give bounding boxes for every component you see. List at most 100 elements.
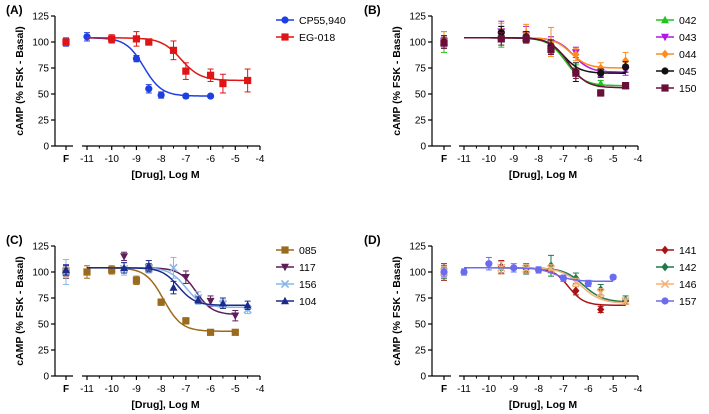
x-tick-label: -5 [231, 154, 240, 165]
x-tick-label: -10 [482, 384, 497, 395]
x-tick-label: -9 [132, 384, 141, 395]
data-point [206, 328, 215, 336]
data-point [572, 69, 580, 77]
legend-marker [661, 15, 669, 24]
data-point [182, 67, 190, 75]
data-point [157, 91, 165, 99]
y-tick-label: 0 [43, 142, 49, 153]
data-point [460, 268, 468, 276]
panel-label: (A) [6, 3, 23, 17]
data-point [609, 273, 617, 281]
x-tick-label: -9 [132, 154, 141, 165]
legend-label: 042 [679, 15, 697, 27]
legend-marker [280, 279, 290, 289]
control-point [440, 268, 448, 276]
legend-item-EG-018: EG-018 [276, 32, 335, 44]
y-tick-label: 100 [409, 38, 426, 49]
legend-marker [661, 245, 669, 255]
fit-curve [464, 37, 626, 87]
data-point [218, 299, 227, 307]
data-point [145, 85, 153, 93]
legend-marker [661, 262, 669, 272]
data-point [194, 295, 203, 304]
data-point [182, 92, 190, 100]
data-point [572, 50, 580, 59]
y-axis-label: cAMP (% FSK - Basal) [391, 256, 403, 366]
x-tick-label-control: F [63, 154, 69, 165]
y-axis-label: cAMP (% FSK - Basal) [14, 256, 26, 366]
x-tick-label: -8 [157, 154, 166, 165]
data-point [120, 263, 129, 272]
legend-marker [281, 33, 289, 41]
data-point [522, 35, 530, 43]
data-point [182, 317, 190, 325]
legend-label: 150 [679, 83, 697, 95]
x-tick-label-control: F [63, 384, 69, 395]
y-tick-label: 125 [409, 242, 426, 253]
legend-label: 104 [299, 296, 317, 308]
y-axis-label: cAMP (% FSK - Basal) [391, 26, 403, 136]
y-tick-label: 0 [420, 372, 426, 383]
series-150 [440, 32, 630, 97]
legend-marker [661, 49, 669, 59]
control-point [62, 265, 70, 274]
data-point [244, 76, 252, 85]
x-tick-label: -8 [534, 384, 543, 395]
legend-item-141: 141 [656, 245, 697, 257]
legend-label: CP55,940 [299, 15, 346, 27]
legend-label: 117 [299, 262, 316, 274]
x-axis-label: [Drug], Log M [131, 169, 199, 181]
data-point [596, 288, 605, 297]
x-tick-label: -4 [256, 384, 265, 395]
legend-label: 142 [679, 262, 697, 274]
data-point [181, 274, 190, 282]
legend-item-142: 142 [656, 262, 697, 274]
x-tick-label: -4 [634, 154, 643, 165]
data-point [559, 274, 568, 282]
data-point [206, 71, 215, 79]
legend-marker [661, 297, 669, 305]
x-axis-label: [Drug], Log M [509, 169, 577, 181]
chart-panel-3: (C) 0 25 50 75 100 125 cAMP (% FSK - Basal) F -11… [6, 233, 317, 411]
fit-curve [87, 267, 236, 316]
legend-label: 045 [679, 66, 697, 78]
data-point [144, 261, 153, 269]
x-tick-label: -10 [104, 384, 119, 395]
legend-item-CP55,940: CP55,940 [276, 15, 346, 27]
data-point [621, 63, 630, 71]
x-tick-label: -5 [609, 384, 618, 395]
data-point [621, 296, 630, 306]
y-tick-label: 50 [415, 320, 427, 331]
legend-item-157: 157 [656, 296, 697, 308]
x-tick-label: -8 [534, 154, 543, 165]
data-point [219, 80, 227, 88]
legend-item-146: 146 [656, 279, 697, 291]
x-tick-label: -6 [206, 154, 215, 165]
legend-marker [281, 296, 289, 305]
data-point [621, 82, 630, 90]
legend-label: 044 [679, 49, 697, 61]
legend-label: 141 [679, 245, 697, 257]
x-tick-label: -7 [181, 384, 190, 395]
legend-label: 043 [679, 32, 697, 44]
fit-curve [464, 37, 626, 89]
chart-panel-4: (D) 0 25 50 75 100 125 cAMP (% FSK - Basal) F -11… [364, 233, 697, 411]
x-tick-label: -6 [206, 384, 215, 395]
data-point [108, 35, 116, 43]
y-tick-label: 75 [415, 294, 427, 305]
legend-marker [660, 279, 670, 289]
legend-label: 085 [299, 245, 317, 257]
legend-marker [281, 246, 289, 254]
data-point [485, 260, 493, 268]
data-point [83, 33, 91, 41]
chart-panel-2: (B) 0 25 50 75 100 125 cAMP (% FSK - Basal) F -11… [364, 3, 697, 181]
x-tick-label: -11 [80, 154, 94, 165]
legend-item-042: 042 [656, 15, 697, 27]
legend-marker [661, 33, 669, 42]
y-tick-label: 0 [420, 142, 426, 153]
data-point [206, 297, 215, 306]
series-044 [440, 22, 630, 74]
legend-item-044: 044 [656, 49, 697, 61]
y-tick-label: 75 [415, 64, 427, 75]
x-tick-label: -11 [457, 154, 471, 165]
